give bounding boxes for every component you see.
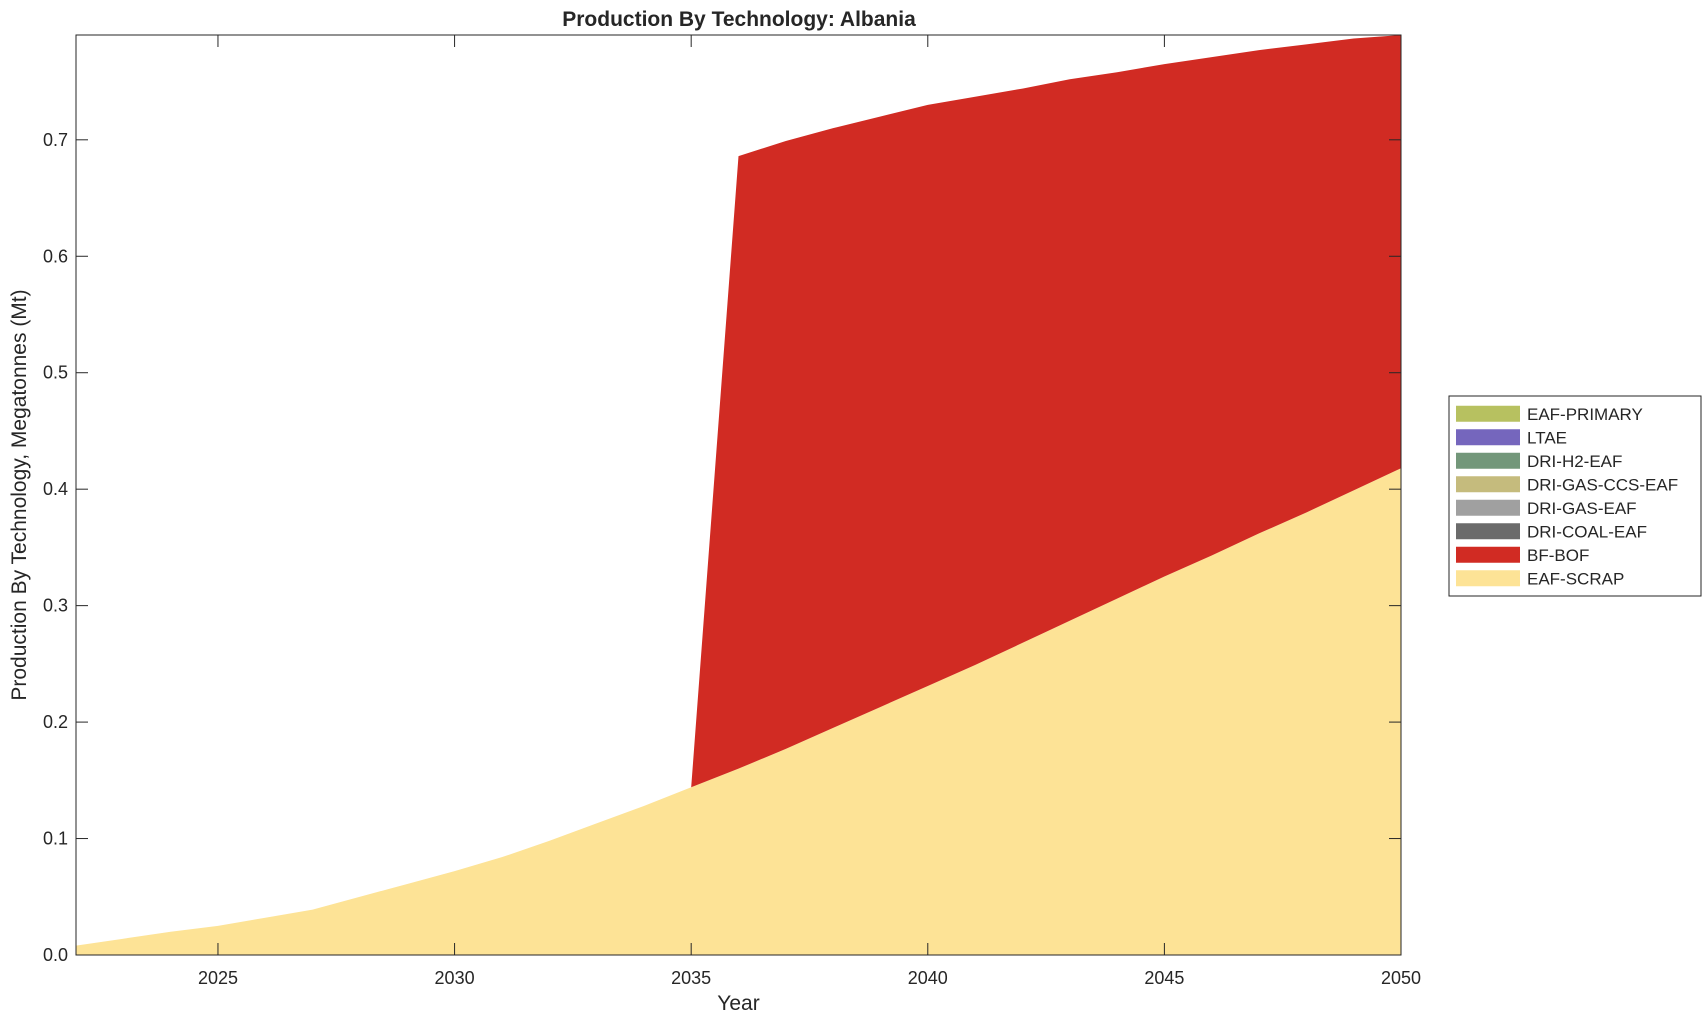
legend-swatch-ltae	[1456, 429, 1520, 446]
legend-swatch-dri-gas-eaf	[1456, 499, 1520, 516]
x-tick-label: 2040	[908, 968, 948, 988]
plot-frame	[75, 34, 1402, 956]
legend: EAF-PRIMARY LTAE DRI-H2-EAF DRI-GAS-CCS-EAF…	[1448, 395, 1702, 597]
x-tick-label: 2030	[435, 968, 475, 988]
legend-label-eaf-scrap: EAF-SCRAP	[1527, 569, 1624, 588]
area-eaf-scrap	[76, 468, 1401, 955]
legend-label-eaf-primary: EAF-PRIMARY	[1527, 405, 1643, 424]
area-layer	[76, 35, 1401, 955]
y-axis-label: Production By Technology, Megatonnes (Mt…	[8, 289, 31, 700]
chart-title: Production By Technology: Albania	[562, 8, 916, 31]
legend-swatch-dri-coal-eaf	[1456, 523, 1520, 540]
y-tick-label: 0.2	[43, 712, 68, 732]
legend-label-dri-coal-eaf: DRI-COAL-EAF	[1527, 522, 1647, 541]
y-tick-label: 0.3	[43, 596, 68, 616]
x-axis-label: Year	[717, 992, 759, 1015]
legend-swatch-bf-bof	[1456, 546, 1520, 563]
x-tick-label: 2025	[198, 968, 238, 988]
legend-label-dri-gas-ccs-eaf: DRI-GAS-CCS-EAF	[1527, 475, 1678, 494]
y-tick-label: 0.5	[43, 363, 68, 383]
y-tick-label: 0.4	[43, 479, 68, 499]
y-tick-label: 0.1	[43, 829, 68, 849]
legend-label-dri-gas-eaf: DRI-GAS-EAF	[1527, 499, 1637, 518]
ticks-layer: 2025 2030 2035 2040 2045 2050 0.0 0.1 0.2 0.3 0.4 0…	[43, 35, 1421, 988]
x-tick-label: 2050	[1381, 968, 1421, 988]
legend-swatch-eaf-scrap	[1456, 570, 1520, 587]
legend-label-ltae: LTAE	[1527, 428, 1567, 447]
y-tick-label: 0.7	[43, 130, 68, 150]
legend-swatch-dri-h2-eaf	[1456, 452, 1520, 469]
legend-label-dri-h2-eaf: DRI-H2-EAF	[1527, 452, 1622, 471]
x-tick-label: 2045	[1144, 968, 1184, 988]
x-tick-label: 2035	[671, 968, 711, 988]
y-tick-label: 0.6	[43, 246, 68, 266]
legend-swatch-eaf-primary	[1456, 405, 1520, 422]
area-bf-bof	[76, 35, 1401, 946]
legend-label-bf-bof: BF-BOF	[1527, 546, 1589, 565]
legend-box	[1448, 395, 1702, 597]
y-tick-label: 0.0	[43, 945, 68, 965]
legend-swatch-dri-gas-ccs-eaf	[1456, 476, 1520, 493]
